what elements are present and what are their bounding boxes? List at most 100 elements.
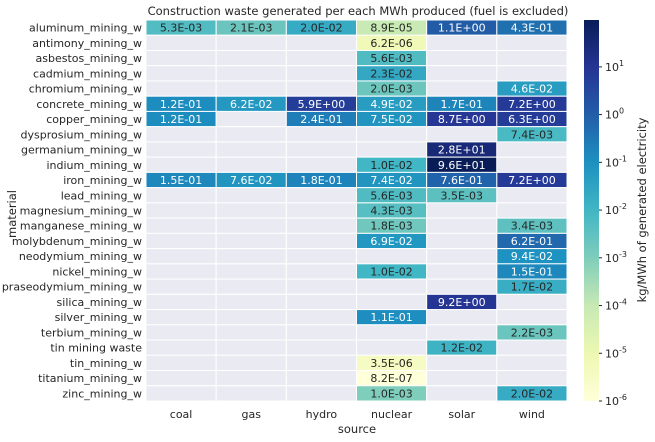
cell-value-label: 2.4E-01: [300, 113, 342, 126]
cell-value-label: 7.4E-03: [511, 128, 553, 141]
y-tick-label: chromium_mining_w: [29, 83, 142, 96]
heatmap-cell: [285, 156, 358, 173]
heatmap-cell: [356, 293, 428, 311]
heatmap-cell: [145, 65, 217, 82]
heatmap-cell: [215, 385, 287, 402]
heatmap-cell: [145, 80, 217, 97]
cell-value-label: 9.4E-02: [511, 250, 553, 263]
x-tick-label: nuclear: [371, 408, 413, 421]
heatmap-cell: [356, 324, 428, 341]
colorbar-tick-label: 100: [605, 107, 624, 122]
cell-value-label: 2.1E-03: [230, 22, 272, 35]
heatmap-cell: [285, 202, 358, 219]
heatmap-cell: [215, 202, 287, 219]
heatmap-cell: [215, 370, 287, 387]
y-axis-label: material: [5, 190, 19, 238]
heatmap-cell: [496, 49, 568, 67]
y-tick-label: indium_mining_w: [46, 159, 142, 172]
x-tick-label: solar: [448, 408, 475, 421]
cell-value-label: 5.6E-03: [370, 52, 412, 65]
cell-value-label: 1.8E-01: [300, 174, 342, 187]
cell-value-label: 1.8E-03: [370, 220, 412, 233]
y-tick-label: asbestos_mining_w: [36, 52, 142, 65]
heatmap-cell: [426, 385, 498, 402]
cell-value-label: 1.2E-01: [160, 98, 202, 111]
heatmap-cell: [496, 202, 568, 219]
heatmap-cell: [145, 278, 217, 295]
heatmap-cell: [496, 293, 568, 311]
heatmap-cell: [496, 34, 568, 51]
heatmap-cell: [215, 339, 287, 356]
heatmap-cell: [426, 217, 498, 234]
heatmap-cell: [145, 156, 217, 173]
heatmap-cell: [215, 232, 287, 250]
heatmap-cell: [285, 278, 358, 295]
heatmap-cell: [285, 370, 358, 387]
heatmap-cell: [426, 80, 498, 97]
y-tick-label: manganese_mining_w: [20, 220, 142, 233]
cell-value-label: 9.6E+01: [438, 159, 486, 172]
heatmap-cell: [496, 141, 568, 158]
y-tick-label: silica_mining_w: [57, 296, 142, 309]
heatmap-cell: [285, 34, 358, 51]
cell-value-label: 7.6E-01: [441, 174, 483, 187]
y-tick-labels: aluminum_mining_w antimony_mining_wasbest…: [2, 22, 142, 401]
heatmap-cell: [215, 156, 287, 173]
heatmap-cell: [145, 141, 217, 158]
cell-value-label: 7.2E+00: [508, 174, 556, 187]
heatmap-cell: [285, 309, 358, 326]
cell-value-label: 4.6E-02: [511, 83, 553, 96]
cell-value-label: 1.0E-03: [370, 387, 412, 400]
cell-value-label: 9.2E+00: [438, 296, 486, 309]
heatmap-cell: [215, 354, 287, 372]
cell-value-label: 1.2E-01: [160, 113, 202, 126]
cell-value-label: 6.2E-06: [370, 37, 412, 50]
heatmap-cell: [285, 248, 358, 265]
heatmap-cell: [496, 309, 568, 326]
heatmap-cell: [145, 126, 217, 143]
cell-value-label: 1.1E-01: [370, 311, 412, 324]
heatmap-cell: [285, 339, 358, 356]
heatmap-cell: [285, 263, 358, 280]
heatmap-cell: [285, 385, 358, 402]
cell-value-label: 7.5E-02: [370, 113, 412, 126]
heatmap-cell: [426, 263, 498, 280]
heatmap-cell: [145, 354, 217, 372]
heatmap-cell: [145, 34, 217, 51]
x-axis-label: source: [338, 422, 376, 436]
cell-value-label: 1.2E-02: [441, 342, 483, 355]
heatmap-cell: [145, 202, 217, 219]
colorbar-tick-label: 10-5: [605, 345, 627, 360]
heatmap-cell: [145, 232, 217, 250]
heatmap-cell: [285, 232, 358, 250]
heatmap-cell: [145, 324, 217, 341]
y-tick-label: zinc_mining_w: [62, 387, 142, 400]
x-tick-label: gas: [242, 408, 262, 421]
cell-value-label: 2.0E-03: [370, 83, 412, 96]
cell-value-label: 1.5E-01: [160, 174, 202, 187]
cell-value-label: 5.9E+00: [298, 98, 346, 111]
heatmap-cell: [215, 248, 287, 265]
y-tick-label: nickel_mining_w: [52, 265, 142, 278]
y-tick-label: concrete_mining_w: [36, 98, 142, 111]
heatmap-cell: [145, 217, 217, 234]
y-tick-label: iron_mining_w: [63, 174, 142, 187]
cell-value-label: 2.3E-02: [370, 67, 412, 80]
y-tick-label: molybdenum_mining_w: [12, 235, 142, 248]
cell-value-label: 2.0E-02: [300, 22, 342, 35]
cell-value-label: 3.5E-06: [370, 357, 412, 370]
y-tick-label: silver_mining_w: [55, 311, 142, 324]
cell-value-label: 5.6E-03: [370, 189, 412, 202]
heatmap-cell: [145, 263, 217, 280]
heatmap-cell: [285, 49, 358, 67]
colorbar-tick-label: 10-2: [605, 202, 627, 217]
y-tick-label: cadmium_mining_w: [33, 67, 142, 80]
heatmap-cell: [496, 339, 568, 356]
x-tick-label: coal: [170, 408, 193, 421]
heatmap-cell: [356, 248, 428, 265]
x-tick-label: hydro: [306, 408, 338, 421]
heatmap-cell: [145, 309, 217, 326]
cell-value-label: 8.7E+00: [438, 113, 486, 126]
heatmap-cell: [496, 65, 568, 82]
y-tick-label: copper_mining_w: [46, 113, 142, 126]
